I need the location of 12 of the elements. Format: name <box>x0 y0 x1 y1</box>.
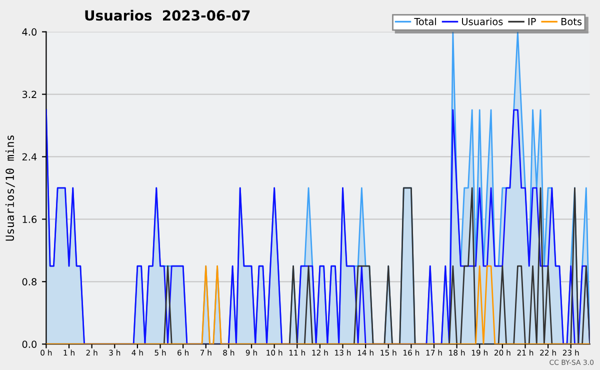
legend-label: IP <box>528 18 536 26</box>
y-tick-label: 4.0 <box>22 28 37 36</box>
chart-title: Usuarios 2023-06-07 <box>85 10 250 21</box>
y-tick-label: 2.4 <box>22 153 37 160</box>
y-tick-label: 1.6 <box>22 216 37 224</box>
legend-label: Total <box>414 18 436 26</box>
legend-label: Usuarios <box>462 18 503 26</box>
legend-label: Bots <box>561 18 582 26</box>
y-tick-label: 3.2 <box>22 90 36 98</box>
y-tick-label: 0.0 <box>22 340 37 348</box>
y-tick-label: 0.8 <box>22 278 37 286</box>
y-axis-title: Usuarios/10 mins <box>5 136 15 241</box>
